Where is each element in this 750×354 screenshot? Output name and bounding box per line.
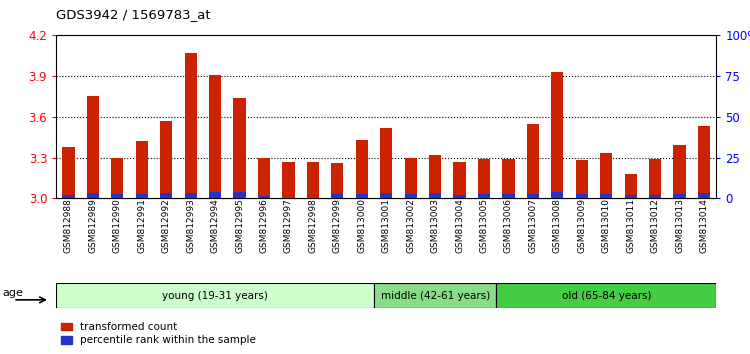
- Bar: [136, 141, 148, 198]
- Bar: [111, 194, 124, 198]
- Text: GSM813014: GSM813014: [700, 198, 709, 253]
- Text: GSM813011: GSM813011: [626, 198, 635, 253]
- Text: GDS3942 / 1569783_at: GDS3942 / 1569783_at: [56, 8, 211, 21]
- Bar: [698, 126, 710, 198]
- Bar: [233, 193, 246, 198]
- Text: GSM812997: GSM812997: [284, 198, 293, 253]
- Bar: [62, 195, 74, 198]
- Bar: [160, 121, 172, 198]
- Text: GSM813004: GSM813004: [455, 198, 464, 253]
- Legend: transformed count, percentile rank within the sample: transformed count, percentile rank withi…: [62, 322, 256, 345]
- Text: GSM812990: GSM812990: [112, 198, 122, 253]
- Text: young (19-31 years): young (19-31 years): [162, 291, 268, 301]
- Bar: [503, 159, 515, 198]
- Bar: [87, 97, 99, 198]
- Bar: [307, 162, 319, 198]
- Text: GSM813000: GSM813000: [357, 198, 366, 253]
- Text: GSM813012: GSM813012: [651, 198, 660, 253]
- Bar: [551, 193, 563, 198]
- Bar: [496, 283, 716, 308]
- Bar: [454, 195, 466, 198]
- Bar: [356, 140, 368, 198]
- Bar: [526, 194, 539, 198]
- Bar: [551, 72, 563, 198]
- Bar: [160, 193, 172, 198]
- Text: GSM813006: GSM813006: [504, 198, 513, 253]
- Bar: [184, 53, 196, 198]
- Text: old (65-84 years): old (65-84 years): [562, 291, 651, 301]
- Bar: [374, 283, 496, 308]
- Bar: [503, 194, 515, 198]
- Text: GSM812988: GSM812988: [64, 198, 73, 253]
- Bar: [258, 158, 270, 198]
- Bar: [625, 174, 637, 198]
- Bar: [649, 195, 662, 198]
- Bar: [649, 159, 662, 198]
- Bar: [478, 194, 490, 198]
- Bar: [62, 147, 74, 198]
- Bar: [56, 283, 374, 308]
- Text: GSM813007: GSM813007: [529, 198, 538, 253]
- Bar: [404, 158, 417, 198]
- Bar: [380, 128, 392, 198]
- Bar: [576, 194, 588, 198]
- Bar: [87, 193, 99, 198]
- Bar: [404, 194, 417, 198]
- Bar: [478, 159, 490, 198]
- Text: GSM813002: GSM813002: [406, 198, 416, 253]
- Bar: [674, 194, 686, 198]
- Bar: [454, 162, 466, 198]
- Text: GSM813013: GSM813013: [675, 198, 684, 253]
- Bar: [576, 160, 588, 198]
- Bar: [429, 155, 441, 198]
- Text: middle (42-61 years): middle (42-61 years): [380, 291, 490, 301]
- Bar: [136, 194, 148, 198]
- Bar: [184, 193, 196, 198]
- Text: GSM812993: GSM812993: [186, 198, 195, 253]
- Text: GSM813005: GSM813005: [479, 198, 488, 253]
- Text: GSM812989: GSM812989: [88, 198, 98, 253]
- Bar: [429, 193, 441, 198]
- Bar: [600, 194, 612, 198]
- Bar: [625, 195, 637, 198]
- Bar: [282, 162, 295, 198]
- Text: GSM812995: GSM812995: [235, 198, 244, 253]
- Text: GSM812991: GSM812991: [137, 198, 146, 253]
- Text: GSM813003: GSM813003: [430, 198, 439, 253]
- Bar: [600, 154, 612, 198]
- Bar: [111, 158, 124, 198]
- Bar: [233, 98, 246, 198]
- Text: GSM813009: GSM813009: [578, 198, 586, 253]
- Bar: [209, 75, 221, 198]
- Bar: [209, 193, 221, 198]
- Bar: [258, 196, 270, 198]
- Bar: [332, 163, 344, 198]
- Bar: [332, 194, 344, 198]
- Bar: [526, 124, 539, 198]
- Text: GSM813008: GSM813008: [553, 198, 562, 253]
- Text: GSM813001: GSM813001: [382, 198, 391, 253]
- Text: GSM812994: GSM812994: [211, 198, 220, 253]
- Text: age: age: [3, 288, 23, 298]
- Bar: [380, 193, 392, 198]
- Bar: [698, 193, 710, 198]
- Text: GSM812992: GSM812992: [162, 198, 171, 253]
- Text: GSM812998: GSM812998: [308, 198, 317, 253]
- Bar: [356, 194, 368, 198]
- Text: GSM812996: GSM812996: [260, 198, 268, 253]
- Text: GSM813010: GSM813010: [602, 198, 610, 253]
- Bar: [674, 145, 686, 198]
- Text: GSM812999: GSM812999: [333, 198, 342, 253]
